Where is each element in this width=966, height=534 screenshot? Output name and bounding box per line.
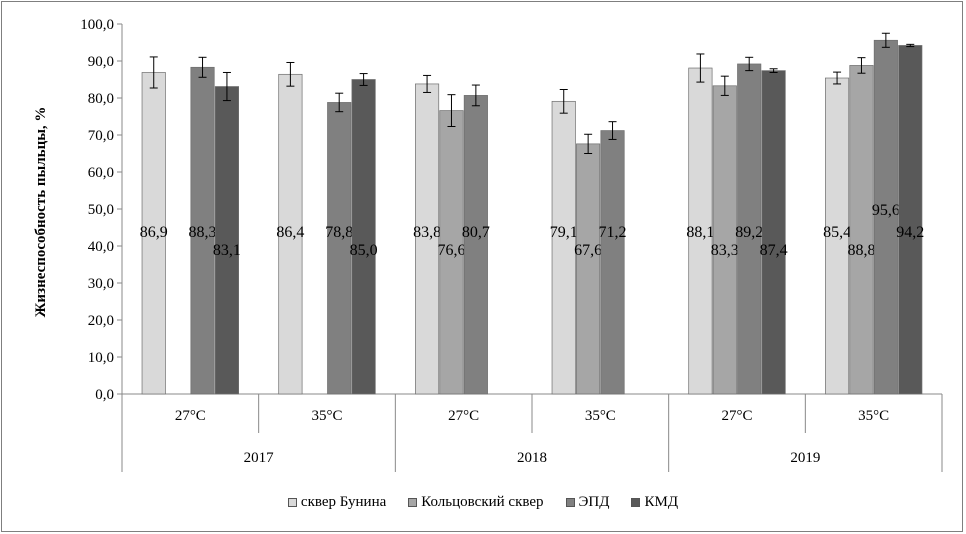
legend-label: Кольцовский сквер — [421, 493, 544, 510]
y-tick-label: 0,0 — [95, 387, 114, 403]
x-temp-label: 35°C — [311, 408, 342, 424]
data-label: 67,6 — [574, 242, 602, 259]
legend-label: ЭПД — [578, 493, 610, 510]
data-label: 86,4 — [276, 224, 304, 241]
plot-area: 0,0 10,0 20,0 30,0 40,0 50,0 60,0 70,0 80,0 90,0 1… — [80, 17, 943, 472]
x-temp-label: 35°C — [858, 408, 889, 424]
data-label: 88,1 — [686, 224, 714, 241]
legend-item: Кольцовский сквер — [408, 493, 544, 511]
bar — [849, 65, 874, 395]
y-tick-label: 90,0 — [88, 54, 114, 70]
x-year-label: 2017 — [244, 450, 275, 466]
legend-swatch — [565, 497, 575, 507]
data-label: 87,4 — [760, 242, 788, 259]
data-label: 86,9 — [140, 224, 168, 241]
bar — [576, 143, 601, 395]
y-tick-label: 40,0 — [88, 239, 114, 255]
y-tick-label: 70,0 — [88, 128, 114, 144]
y-tick-label: 10,0 — [88, 350, 114, 366]
data-label: 85,4 — [823, 224, 851, 241]
x-year-label: 2019 — [790, 450, 820, 466]
data-label: 76,6 — [437, 242, 465, 259]
legend-item: КМД — [631, 494, 678, 511]
bar — [551, 100, 576, 395]
y-tick-label: 50,0 — [88, 202, 114, 218]
x-temp-label: 35°C — [585, 408, 616, 424]
x-year-label: 2018 — [517, 450, 547, 466]
x-temp-label: 27°C — [175, 408, 206, 424]
bar — [351, 79, 376, 395]
data-label: 85,0 — [350, 242, 378, 259]
data-label: 78,8 — [325, 224, 353, 241]
legend-label: сквер Бунина — [300, 493, 387, 510]
legend-swatch — [408, 497, 418, 507]
y-tick-label: 60,0 — [88, 165, 114, 181]
data-label: 79,1 — [550, 224, 578, 241]
y-axis-label: Жизнеспособность пыльцы, % — [33, 107, 49, 318]
x-temp-label: 27°C — [448, 408, 479, 424]
data-label: 83,3 — [711, 242, 739, 259]
bar — [712, 85, 737, 395]
bar — [898, 45, 923, 395]
y-tick-label: 30,0 — [88, 276, 114, 292]
data-label: 95,6 — [872, 202, 900, 219]
bar — [761, 70, 786, 395]
data-label: 71,2 — [599, 224, 627, 241]
data-label: 94,2 — [896, 224, 924, 241]
legend-swatch — [287, 497, 297, 507]
bar — [214, 86, 239, 395]
legend-item: сквер Бунина — [287, 493, 387, 511]
y-tick-label: 80,0 — [88, 91, 114, 107]
legend-item: ЭПД — [565, 493, 610, 511]
legend: сквер Бунина Кольцовский сквер ЭПД КМД — [0, 490, 966, 514]
legend-swatch — [631, 497, 641, 507]
bar — [463, 95, 488, 395]
y-tick-label: 20,0 — [88, 313, 114, 329]
bar — [600, 130, 625, 395]
y-tick-label: 100,0 — [80, 17, 114, 33]
data-label: 83,1 — [213, 242, 241, 259]
data-label: 88,8 — [847, 242, 875, 259]
legend-label: КМД — [644, 493, 679, 510]
data-label: 80,7 — [462, 224, 490, 241]
data-label: 88,3 — [189, 224, 217, 241]
data-label: 83,8 — [413, 224, 441, 241]
x-temp-label: 27°C — [721, 408, 752, 424]
data-label: 89,2 — [735, 224, 763, 241]
bar — [327, 102, 352, 395]
